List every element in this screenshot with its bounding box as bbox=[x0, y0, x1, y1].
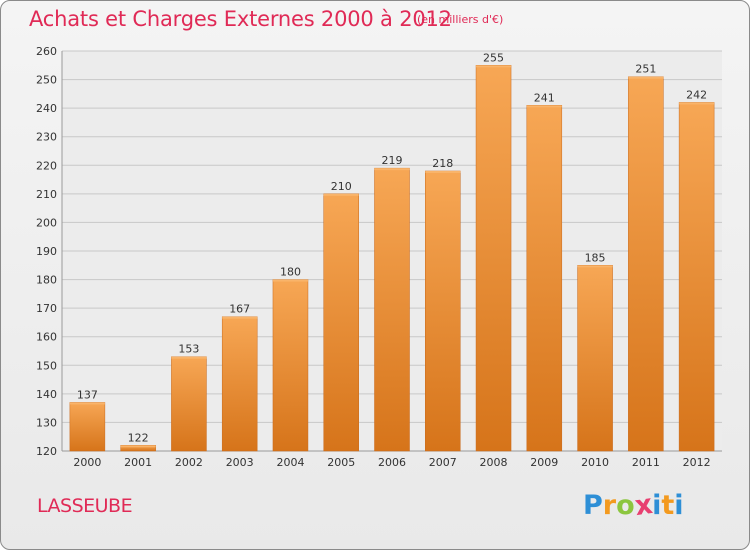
x-tick-label: 2008 bbox=[480, 456, 508, 469]
data-label: 210 bbox=[331, 180, 352, 193]
bar bbox=[171, 356, 207, 452]
bar-highlight bbox=[323, 193, 359, 196]
bar bbox=[272, 279, 309, 452]
y-tick-label: 120 bbox=[36, 445, 57, 458]
place-name: LASSEUBE bbox=[37, 495, 133, 517]
logo-letter: P bbox=[583, 490, 603, 521]
y-tick-label: 210 bbox=[36, 188, 57, 201]
y-tick-label: 130 bbox=[36, 416, 57, 429]
data-label: 180 bbox=[280, 266, 301, 279]
x-tick-label: 2000 bbox=[73, 456, 101, 469]
bar-highlight bbox=[374, 168, 410, 171]
x-tick-label: 2003 bbox=[226, 456, 254, 469]
data-label: 219 bbox=[382, 154, 403, 167]
bar bbox=[374, 167, 410, 452]
bar bbox=[577, 265, 613, 452]
bar bbox=[526, 105, 563, 452]
data-label: 137 bbox=[77, 388, 98, 401]
proxiti-logo: Proxiti bbox=[583, 488, 684, 523]
bar-highlight bbox=[272, 279, 308, 282]
y-tick-label: 140 bbox=[36, 388, 57, 401]
bar-highlight bbox=[69, 402, 105, 405]
bar-highlight bbox=[171, 356, 207, 359]
logo-letter: i bbox=[674, 490, 684, 521]
data-label: 251 bbox=[635, 63, 656, 76]
bar bbox=[628, 76, 664, 452]
y-tick-label: 190 bbox=[36, 245, 57, 258]
chart-subtitle: (en milliers d'€) bbox=[417, 13, 504, 26]
x-tick-label: 2002 bbox=[175, 456, 203, 469]
x-tick-label: 2005 bbox=[327, 456, 355, 469]
bar-highlight bbox=[476, 65, 512, 68]
x-tick-label: 2010 bbox=[581, 456, 609, 469]
y-tick-label: 230 bbox=[36, 131, 57, 144]
bar bbox=[678, 102, 715, 452]
data-label: 122 bbox=[128, 431, 149, 444]
y-tick-label: 150 bbox=[36, 359, 57, 372]
x-tick-label: 2004 bbox=[276, 456, 304, 469]
y-tick-label: 200 bbox=[36, 216, 57, 229]
y-tick-label: 170 bbox=[36, 302, 57, 315]
bar-highlight bbox=[526, 105, 562, 108]
bar bbox=[425, 170, 461, 452]
y-tick-label: 220 bbox=[36, 159, 57, 172]
y-tick-label: 250 bbox=[36, 74, 57, 87]
bar-highlight bbox=[425, 171, 461, 173]
x-tick-label: 2001 bbox=[124, 456, 152, 469]
chart-title: Achats et Charges Externes 2000 à 2012 bbox=[29, 7, 452, 31]
x-tick-label: 2009 bbox=[530, 456, 558, 469]
y-tick-label: 160 bbox=[36, 331, 57, 344]
bar bbox=[475, 65, 512, 452]
data-label: 185 bbox=[585, 251, 606, 264]
bar bbox=[221, 316, 258, 452]
data-label: 218 bbox=[432, 157, 453, 170]
logo-letter: o bbox=[616, 490, 635, 521]
data-label: 167 bbox=[229, 303, 250, 316]
x-tick-label: 2006 bbox=[378, 456, 406, 469]
x-tick-label: 2011 bbox=[632, 456, 660, 469]
logo-letter: t bbox=[661, 490, 675, 521]
logo-letter: i bbox=[652, 490, 662, 521]
bar-highlight bbox=[628, 76, 664, 79]
data-label: 153 bbox=[178, 343, 199, 356]
data-label: 242 bbox=[686, 88, 707, 101]
bar-highlight bbox=[577, 265, 613, 268]
y-tick-label: 260 bbox=[36, 45, 57, 58]
bar-highlight bbox=[222, 316, 258, 319]
data-label: 241 bbox=[534, 91, 555, 104]
bar bbox=[69, 402, 106, 452]
bar-highlight bbox=[120, 445, 156, 448]
bar bbox=[323, 193, 359, 452]
data-label: 255 bbox=[483, 51, 504, 64]
y-tick-label: 180 bbox=[36, 274, 57, 287]
logo-letter: x bbox=[632, 488, 655, 523]
x-tick-label: 2012 bbox=[683, 456, 711, 469]
y-tick-label: 240 bbox=[36, 102, 57, 115]
bar-highlight bbox=[679, 102, 715, 105]
logo-letter: r bbox=[602, 490, 617, 521]
x-tick-label: 2007 bbox=[429, 456, 457, 469]
